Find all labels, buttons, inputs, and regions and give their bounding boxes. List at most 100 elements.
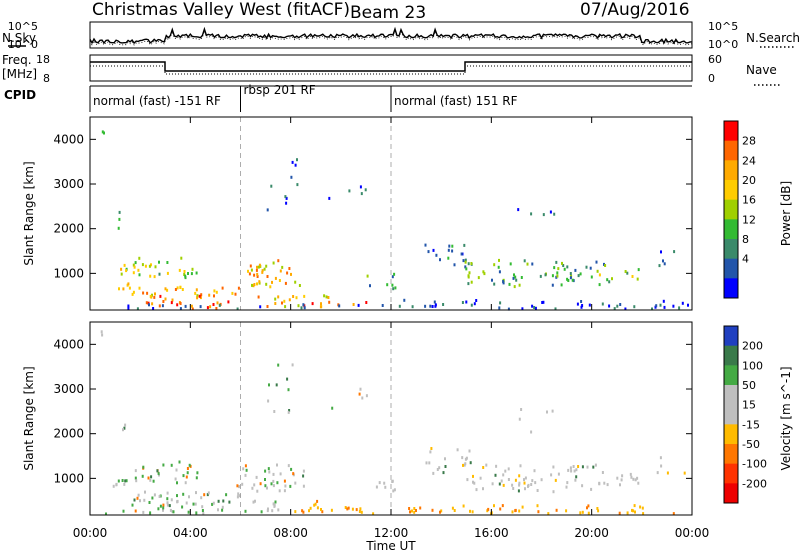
range-gate-cell [473, 302, 476, 306]
range-gate-cell [542, 300, 545, 304]
range-gate-cell [257, 265, 260, 269]
range-gate-cell [566, 265, 569, 269]
range-gate-cell [498, 306, 501, 310]
range-gate-cell [176, 494, 178, 498]
range-gate-cell [256, 282, 258, 286]
range-gate-cell [464, 260, 467, 264]
range-gate-cell [663, 262, 666, 266]
range-gate-cell [273, 410, 276, 413]
range-gate-cell [531, 262, 534, 266]
range-gate-cell [518, 474, 521, 478]
range-gate-cell [272, 502, 275, 506]
range-gate-cell [179, 285, 182, 289]
range-gate-cell [215, 307, 218, 310]
range-gate-cell [158, 260, 160, 264]
range-gate-cell [201, 509, 204, 512]
range-gate-cell [360, 192, 363, 196]
range-gate-cell [195, 271, 198, 275]
range-gate-cell [191, 267, 194, 271]
range-gate-cell [294, 163, 297, 167]
range-gate-cell [238, 494, 241, 498]
range-gate-cell [179, 307, 182, 311]
range-gate-cell [456, 448, 459, 452]
range-gate-cell [284, 484, 287, 488]
range-gate-cell [555, 275, 558, 279]
range-gate-cell [251, 486, 254, 490]
range-gate-cell [632, 477, 635, 481]
range-gate-cell [297, 304, 300, 308]
range-gate-cell [286, 271, 289, 275]
range-gate-cell [565, 509, 568, 513]
range-gate-cell [466, 478, 469, 482]
range-gate-cell [470, 262, 473, 265]
range-gate-cell [594, 463, 597, 467]
range-gate-cell [254, 499, 256, 503]
range-gate-cell [236, 307, 239, 311]
range-gate-cell [556, 271, 559, 275]
freq-left-top: 18 [36, 53, 50, 66]
range-gate-cell [555, 260, 558, 264]
noise-right-bottom-label: 10^0 [708, 38, 738, 51]
range-gate-cell [221, 505, 224, 509]
range-gate-cell [570, 469, 573, 473]
range-gate-cell [419, 506, 422, 510]
range-gate-cell [127, 304, 130, 308]
range-gate-cell [143, 498, 146, 502]
range-gate-cell [469, 461, 472, 465]
time-axis: 00:00 04:00 08:00 12:00 16:00 20:00 00:00 [73, 117, 709, 540]
range-gate-cell [616, 304, 619, 308]
range-gate-cell [265, 282, 268, 286]
range-gate-cell [174, 477, 177, 481]
range-gate-cell [482, 487, 484, 491]
range-gate-cell [588, 303, 591, 307]
range-gate-cell [500, 479, 503, 483]
range-gate-cell [212, 501, 215, 505]
range-gate-cell [381, 304, 384, 307]
range-gate-cell [148, 501, 151, 504]
range-gate-cell [149, 274, 152, 278]
range-gate-cell [519, 464, 522, 468]
range-gate-cell [200, 293, 203, 297]
range-gate-cell [268, 470, 271, 474]
heatmap-panels: 1000 2000 3000 4000 Slant Range [km] 28 24 20 16… [22, 116, 793, 516]
range-gate-cell [626, 271, 629, 275]
range-gate-cell [284, 195, 287, 199]
beam-label: Beam 23 [350, 3, 426, 23]
range-gate-cell [579, 511, 582, 515]
range-gate-cell [562, 264, 565, 267]
range-gate-cell [352, 303, 355, 306]
range-gate-cell [281, 265, 284, 269]
range-gate-cell [566, 481, 569, 485]
range-gate-cell [577, 274, 580, 278]
range-gate-cell [463, 243, 466, 247]
range-gate-cell [575, 475, 578, 479]
range-gate-cell [551, 274, 554, 278]
colorbar-tick-label: 200 [742, 340, 763, 353]
range-gate-cell [346, 507, 349, 511]
range-gate-cell [264, 484, 267, 488]
range-gate-cell [494, 473, 497, 477]
range-gate-cell [523, 481, 526, 485]
range-gate-cell [551, 283, 554, 287]
range-gate-cell [523, 259, 526, 263]
range-gate-cell [431, 508, 434, 512]
range-gate-cell [122, 509, 125, 513]
range-gate-cell [236, 495, 239, 499]
range-gate-cell [132, 263, 135, 267]
range-gate-cell [142, 465, 145, 469]
range-gate-cell [178, 268, 181, 272]
y-axis-label: Slant Range [km] [22, 161, 36, 265]
range-gate-cell [188, 495, 190, 499]
noise-left-bottom-label: 10^0 [8, 38, 38, 51]
range-gate-cell [603, 262, 605, 266]
range-gate-cell [216, 301, 219, 305]
nsearch-label: N.Search [746, 31, 800, 45]
range-gate-cell [464, 258, 467, 262]
range-gate-cell [314, 502, 317, 506]
range-gate-cell [148, 303, 150, 307]
range-gate-cell [272, 472, 275, 476]
range-gate-cell [462, 504, 465, 508]
y-tick-label: 3000 [53, 382, 84, 396]
range-gate-cell [392, 489, 395, 493]
range-gate-cell [431, 305, 434, 308]
